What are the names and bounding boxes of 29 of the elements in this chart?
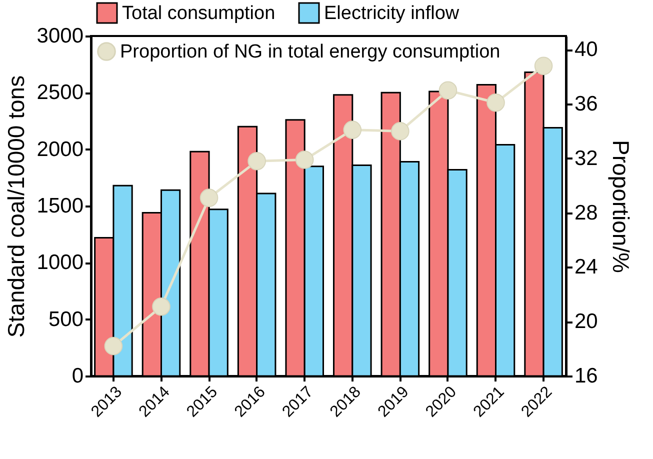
point [295, 150, 314, 169]
point [534, 56, 553, 76]
y2-tick-label: 20 [574, 310, 598, 334]
y2-axis-title: Proportion/% [608, 140, 634, 273]
point [438, 81, 458, 100]
y2-tick-label: 24 [574, 256, 598, 279]
y-tick-label: 0 [72, 364, 84, 388]
y2-tick-label: 28 [574, 201, 598, 224]
y-tick-label: 2000 [36, 138, 84, 161]
y2-tick-label: 16 [574, 364, 598, 388]
point [343, 120, 362, 139]
y-tick-label: 500 [48, 308, 84, 331]
point [486, 93, 505, 112]
y-tick-label: 3000 [36, 24, 84, 48]
point [248, 152, 266, 170]
legend-label: Total consumption [122, 3, 276, 24]
point [391, 122, 410, 140]
y2-tick-label: 32 [574, 146, 598, 170]
y2-tick-label: 40 [574, 38, 598, 62]
y-axis-title: Standard coal/10000 tons [2, 75, 29, 338]
y-tick-label: 1500 [36, 194, 84, 218]
point [152, 297, 170, 316]
y-tick-label: 2500 [36, 81, 84, 104]
point [200, 188, 218, 207]
point [104, 336, 123, 356]
legend-label: Proportion of NG in total energy consumption [120, 42, 500, 62]
legend-label: Electricity inflow [324, 3, 460, 24]
y2-tick-label: 36 [574, 92, 598, 116]
y-tick-label: 1000 [36, 251, 84, 274]
